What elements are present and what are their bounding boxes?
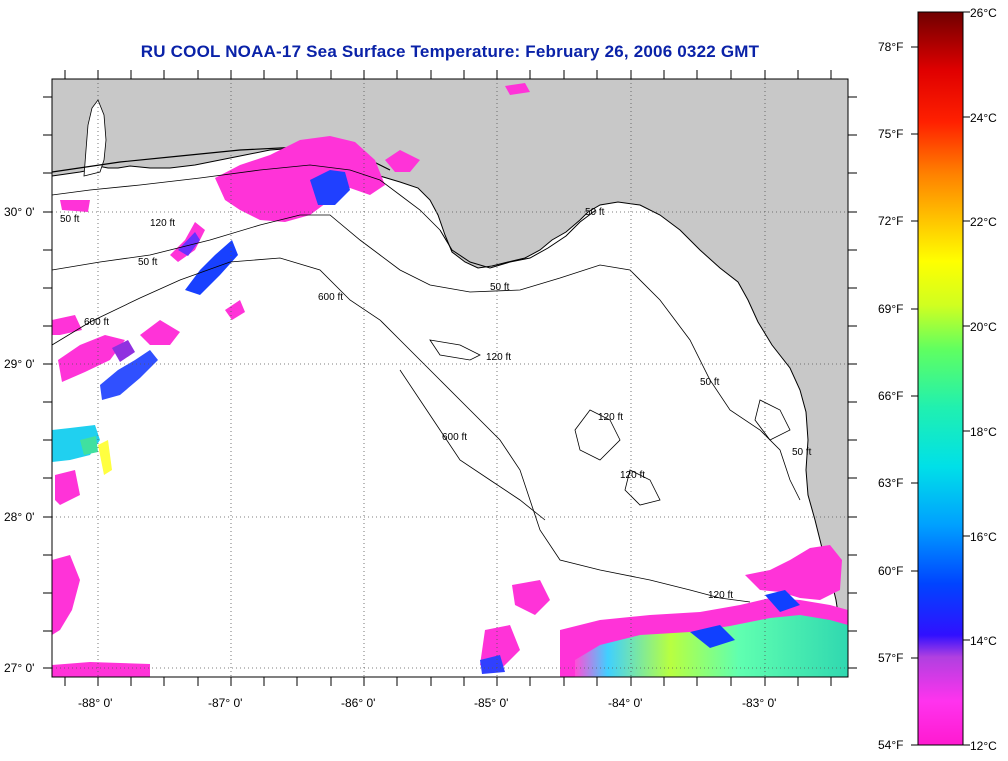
svg-text:50 ft: 50 ft [585, 207, 605, 218]
colorbar-fahrenheit-labels: 78°F 75°F 72°F 69°F 66°F 63°F 60°F 57°F … [878, 40, 903, 752]
mobile-bay [83, 99, 107, 177]
fahrenheit-label: 66°F [878, 389, 903, 403]
fahrenheit-label: 57°F [878, 651, 903, 665]
sst-cold-patches [52, 83, 848, 677]
svg-text:50 ft: 50 ft [138, 257, 158, 268]
lat-label: 28° 0' [4, 510, 34, 524]
graticule [52, 79, 848, 677]
lon-label: -87° 0' [208, 696, 242, 710]
svg-text:600 ft: 600 ft [318, 292, 343, 303]
map-title: RU COOL NOAA-17 Sea Surface Temperature:… [140, 42, 760, 61]
fahrenheit-label: 60°F [878, 564, 903, 578]
celsius-label: 24°C [970, 111, 997, 125]
lat-label: 27° 0' [4, 661, 34, 675]
svg-text:50 ft: 50 ft [490, 282, 510, 293]
svg-text:600 ft: 600 ft [442, 432, 467, 443]
colorbar-celsius-labels: 26°C 24°C 22°C 20°C 18°C 16°C 14°C 12°C [970, 6, 997, 753]
contour-labels: 50 ft 120 ft 50 ft 600 ft 600 ft 50 ft 1… [60, 207, 812, 601]
svg-text:50 ft: 50 ft [792, 447, 812, 458]
fahrenheit-label: 54°F [878, 738, 903, 752]
lon-label: -88° 0' [78, 696, 112, 710]
land-mass [52, 79, 848, 673]
svg-text:50 ft: 50 ft [700, 377, 720, 388]
svg-text:120 ft: 120 ft [620, 470, 645, 481]
coastline-bigbend [439, 209, 597, 269]
fahrenheit-label: 63°F [878, 476, 903, 490]
fahrenheit-label: 75°F [878, 127, 903, 141]
lon-label: -86° 0' [341, 696, 375, 710]
fahrenheit-label: 78°F [878, 40, 903, 54]
lon-label: -85° 0' [474, 696, 508, 710]
celsius-label: 20°C [970, 320, 997, 334]
lon-axis-labels: -88° 0' -87° 0' -86° 0' -85° 0' -84° 0' … [78, 696, 776, 710]
celsius-label: 18°C [970, 425, 997, 439]
lat-label: 29° 0' [4, 357, 34, 371]
svg-text:600 ft: 600 ft [84, 317, 109, 328]
colorbar-ticks [911, 11, 970, 746]
svg-text:120 ft: 120 ft [150, 218, 175, 229]
svg-text:120 ft: 120 ft [486, 352, 511, 363]
depth-contours [52, 164, 801, 603]
map-frame [51, 78, 849, 678]
lat-axis-labels: 30° 0' 29° 0' 28° 0' 27° 0' [4, 205, 34, 675]
celsius-label: 16°C [970, 530, 997, 544]
fahrenheit-label: 69°F [878, 302, 903, 316]
lat-label: 30° 0' [4, 205, 34, 219]
fahrenheit-label: 72°F [878, 214, 903, 228]
colorbar [917, 11, 964, 746]
axis-ticks [43, 70, 857, 686]
svg-text:120 ft: 120 ft [598, 412, 623, 423]
celsius-label: 26°C [970, 6, 997, 20]
celsius-label: 12°C [970, 739, 997, 753]
celsius-label: 22°C [970, 215, 997, 229]
lon-label: -83° 0' [742, 696, 776, 710]
celsius-label: 14°C [970, 634, 997, 648]
svg-text:120 ft: 120 ft [708, 590, 733, 601]
lon-label: -84° 0' [608, 696, 642, 710]
svg-text:50 ft: 50 ft [60, 214, 80, 225]
